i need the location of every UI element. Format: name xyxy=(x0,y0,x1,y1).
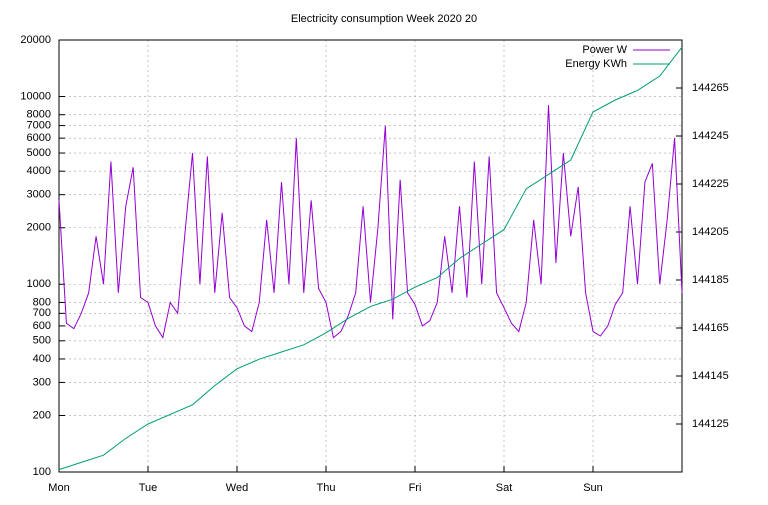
y-tick-label: 8000 xyxy=(27,109,51,121)
y-tick-label: 1000 xyxy=(27,278,51,290)
y2-tick-label: 144245 xyxy=(692,130,729,142)
y-tick-label: 400 xyxy=(33,353,51,365)
y2-tick-label: 144165 xyxy=(692,322,729,334)
legend-label: Power W xyxy=(582,44,627,56)
x-tick-label: Mon xyxy=(48,482,69,494)
x-tick-label: Sat xyxy=(496,482,513,494)
y-tick-label: 200 xyxy=(33,409,51,421)
x-tick-label: Thu xyxy=(317,482,336,494)
y-tick-label: 800 xyxy=(33,296,51,308)
y-tick-label: 2000 xyxy=(27,222,51,234)
legend-label: Energy KWh xyxy=(565,58,627,70)
x-tick-label: Tue xyxy=(139,482,158,494)
y-tick-label: 20000 xyxy=(20,34,51,46)
x-tick-label: Wed xyxy=(226,482,248,494)
y2-tick-label: 144225 xyxy=(692,178,729,190)
y-tick-label: 600 xyxy=(33,320,51,332)
y2-tick-label: 144265 xyxy=(692,82,729,94)
series-line xyxy=(58,46,683,471)
y-tick-label: 5000 xyxy=(27,147,51,159)
x-tick-label: Sun xyxy=(583,482,603,494)
plot-frame xyxy=(58,39,683,473)
y-tick-label: 700 xyxy=(33,307,51,319)
series-line xyxy=(58,105,683,339)
y-tick-label: 300 xyxy=(33,376,51,388)
y-tick-label: 10000 xyxy=(20,90,51,102)
chart-title: Electricity consumption Week 2020 20 xyxy=(291,13,477,25)
y-tick-label: 100 xyxy=(33,466,51,478)
y-tick-label: 500 xyxy=(33,335,51,347)
y2-tick-label: 144145 xyxy=(692,370,729,382)
y-tick-label: 7000 xyxy=(27,120,51,132)
y-tick-label: 6000 xyxy=(27,132,51,144)
y-tick-label: 3000 xyxy=(27,189,51,201)
x-tick-label: Fri xyxy=(409,482,422,494)
y-tick-label: 4000 xyxy=(27,165,51,177)
y2-tick-label: 144125 xyxy=(692,418,729,430)
y2-tick-label: 144205 xyxy=(692,226,729,238)
y2-tick-label: 144185 xyxy=(692,274,729,286)
